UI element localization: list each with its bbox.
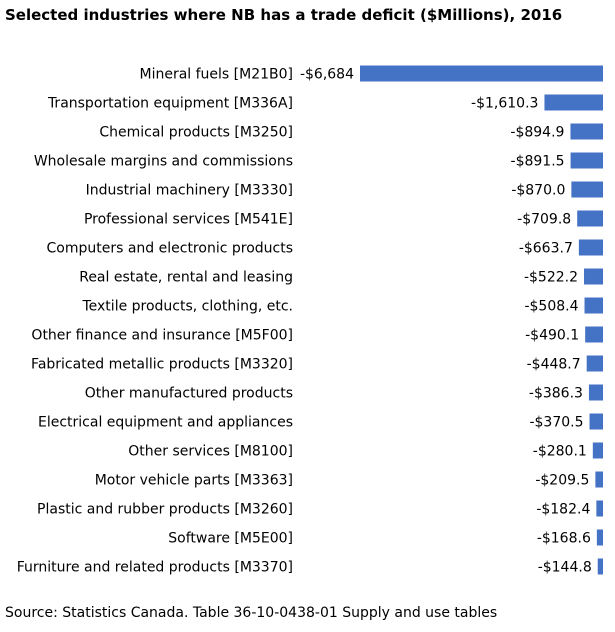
- bar: [597, 558, 603, 575]
- bar: [592, 442, 603, 459]
- data-label: -$870.0: [511, 183, 565, 199]
- data-label: -$1,610.3: [471, 96, 538, 112]
- data-label: -$144.8: [538, 560, 592, 576]
- bar: [585, 326, 603, 343]
- bar: [570, 152, 603, 169]
- bar: [586, 355, 603, 372]
- bar-chart: Mineral fuels [M21B0] -$6,684 Transportati…: [17, 65, 603, 576]
- bar: [360, 65, 603, 82]
- data-label: -$168.6: [537, 531, 591, 547]
- bar: [596, 500, 603, 517]
- category-label: Industrial machinery [M3330]: [86, 183, 293, 199]
- category-label: Other finance and insurance [M5F00]: [31, 328, 293, 344]
- data-label: -$891.5: [511, 154, 565, 170]
- category-label: Professional services [M541E]: [84, 212, 293, 228]
- data-label: -$6,684: [300, 67, 354, 83]
- category-label: Chemical products [M3250]: [99, 125, 293, 141]
- source-note: Source: Statistics Canada. Table 36-10-0…: [5, 605, 498, 621]
- chart-title: Selected industries where NB has a trade…: [5, 6, 563, 24]
- data-label: -$522.2: [524, 270, 578, 286]
- bar: [571, 181, 603, 198]
- data-label: -$663.7: [519, 241, 573, 257]
- bar: [570, 123, 603, 140]
- category-label: Transportation equipment [M336A]: [47, 96, 293, 112]
- bar: [589, 413, 603, 430]
- category-label: Real estate, rental and leasing: [79, 270, 293, 286]
- category-label: Software [M5E00]: [168, 531, 293, 547]
- data-label: -$490.1: [525, 328, 579, 344]
- bar: [577, 210, 603, 227]
- data-label: -$370.5: [529, 415, 583, 431]
- data-label: -$448.7: [527, 357, 581, 373]
- category-label: Wholesale margins and commissions: [34, 154, 293, 170]
- category-label: Motor vehicle parts [M3363]: [95, 473, 293, 489]
- bar: [544, 94, 603, 111]
- bar: [596, 529, 603, 546]
- data-label: -$894.9: [510, 125, 564, 141]
- category-label: Electrical equipment and appliances: [38, 415, 293, 431]
- category-label: Mineral fuels [M21B0]: [139, 67, 293, 83]
- bar: [584, 268, 603, 285]
- bar: [584, 297, 603, 314]
- data-label: -$182.4: [536, 502, 590, 518]
- category-label: Fabricated metallic products [M3320]: [31, 357, 293, 373]
- data-label: -$209.5: [535, 473, 589, 489]
- bar: [595, 471, 603, 488]
- category-label: Other manufactured products: [85, 386, 293, 402]
- data-label: -$709.8: [517, 212, 571, 228]
- bar: [588, 384, 603, 401]
- category-label: Plastic and rubber products [M3260]: [37, 502, 293, 518]
- bar: [578, 239, 603, 256]
- category-label: Furniture and related products [M3370]: [17, 560, 293, 576]
- data-label: -$508.4: [524, 299, 578, 315]
- category-label: Computers and electronic products: [47, 241, 294, 257]
- data-label: -$280.1: [533, 444, 587, 460]
- data-label: -$386.3: [529, 386, 583, 402]
- category-label: Other services [M8100]: [128, 444, 293, 460]
- category-label: Textile products, clothing, etc.: [81, 299, 293, 315]
